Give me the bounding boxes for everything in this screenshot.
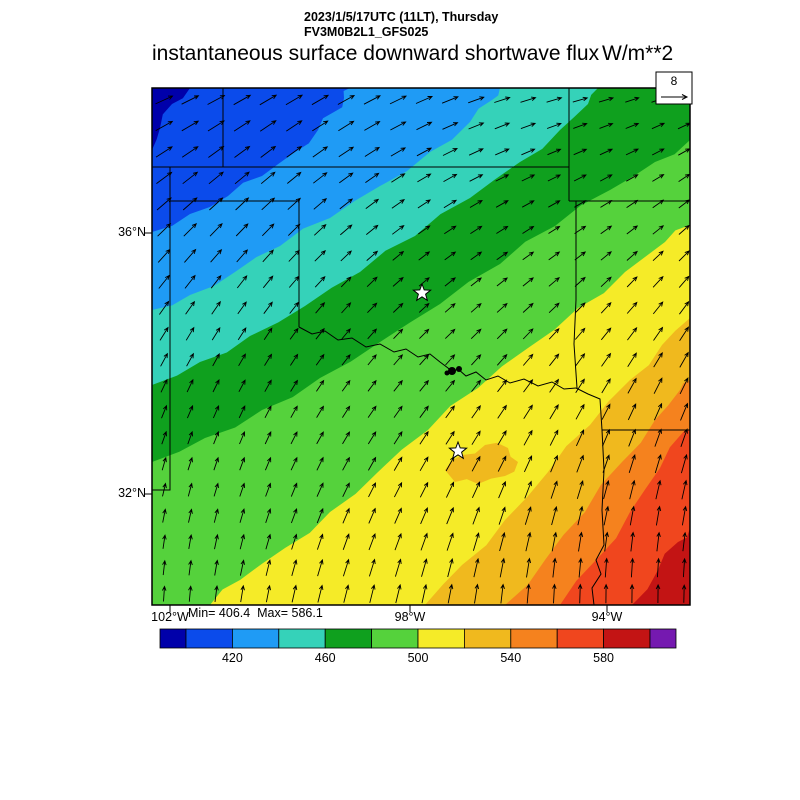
lake-marker xyxy=(448,367,456,375)
colorbar-cell xyxy=(324,628,373,649)
date-title: 2023/1/5/17UTC (11LT), Thursday xyxy=(304,10,499,24)
wind-reference-value: 8 xyxy=(670,74,678,88)
flux-band xyxy=(632,528,690,605)
colorbar-cell xyxy=(159,628,187,649)
map-plot xyxy=(152,88,690,605)
minmax-label: Min= 406.4 Max= 586.1 xyxy=(188,606,323,620)
colorbar-cell xyxy=(278,628,326,649)
colorbar-cell xyxy=(649,628,677,649)
lat-axis-label: 36°N xyxy=(118,225,146,239)
flux-band xyxy=(152,88,190,150)
colorbar-cell xyxy=(463,628,512,649)
lon-axis-label: 94°W xyxy=(591,610,623,624)
colorbar-cell xyxy=(185,628,233,649)
colorbar-label: 500 xyxy=(407,651,429,665)
plot-title: instantaneous surface downward shortwave… xyxy=(152,42,600,65)
wind-reference-box xyxy=(655,71,693,105)
state-border xyxy=(575,387,605,605)
colorbar-cell xyxy=(231,628,280,649)
city-star-marker xyxy=(448,440,468,460)
colorbar-cell xyxy=(556,628,605,649)
colorbar-label: 420 xyxy=(221,651,243,665)
colorbar-cell xyxy=(417,628,465,649)
flux-band xyxy=(445,442,518,484)
state-border xyxy=(152,167,171,491)
lat-axis-label: 32°N xyxy=(118,486,146,500)
state-border xyxy=(298,326,577,390)
lon-axis-label: 102°W xyxy=(151,610,189,624)
colorbar-label: 540 xyxy=(500,651,522,665)
lon-axis-label: 98°W xyxy=(394,610,426,624)
city-star-marker xyxy=(412,282,432,302)
colorbar-cell xyxy=(603,628,651,649)
map-frame xyxy=(151,87,691,606)
colorbar-cell xyxy=(510,628,558,649)
lake-marker xyxy=(444,370,450,376)
colorbar-label: 580 xyxy=(593,651,615,665)
lake-marker xyxy=(456,366,462,372)
colorbar-cell xyxy=(371,628,419,649)
wind-reference-arrow-icon xyxy=(661,94,689,100)
model-title: FV3M0B2L1_GFS025 xyxy=(304,25,429,39)
wind-vectors xyxy=(155,94,690,604)
colorbar-label: 460 xyxy=(314,651,336,665)
units-label: W/m**2 xyxy=(602,42,674,65)
